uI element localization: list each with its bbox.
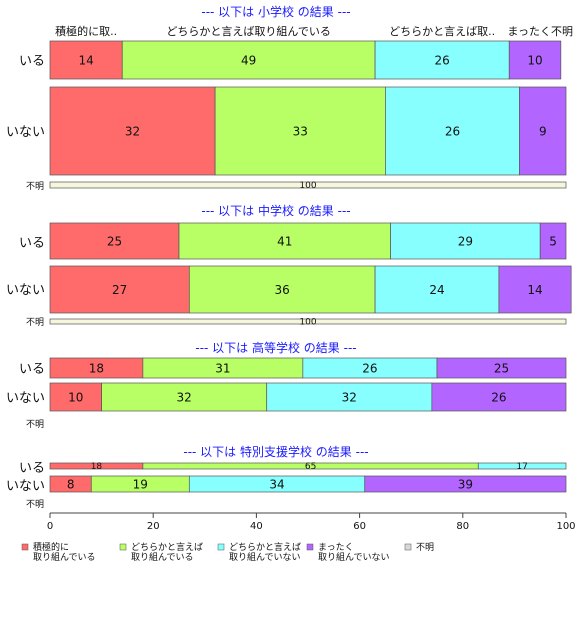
x-tick-label: 20 [147,521,160,532]
bar-segment [49,382,102,412]
bar-segment [49,181,567,189]
legend-swatch [119,543,127,551]
row-label: いる [19,461,45,476]
bar-segment [374,40,510,80]
data-label: 14 [527,283,542,297]
legend-swatch [404,543,412,551]
data-label: 31 [215,362,230,376]
data-label: 18 [89,362,104,376]
data-label: 49 [241,54,256,68]
bar-segment [436,357,567,379]
data-label: 5 [549,235,557,249]
column-header: まったく不明 [507,25,573,38]
bar-segment [374,265,500,314]
legend-label: 取り組んでいる [33,551,96,563]
data-label: 36 [275,283,290,297]
bar-segment [49,86,216,176]
x-tick-label: 0 [47,521,53,532]
bar-segment [188,265,376,314]
row-label: 不明 [26,499,44,510]
data-label: 10 [527,54,542,68]
bar-segment [266,382,433,412]
data-label: 26 [491,391,506,405]
data-label: 25 [107,235,122,249]
data-label: 41 [277,235,292,249]
bar-segment [214,86,386,176]
data-label: 32 [125,125,140,139]
row-label: いる [19,362,45,377]
data-label: 17 [516,462,527,472]
legend-label: 取り組んでいない [318,551,390,563]
bar-segment [385,86,520,176]
data-label: 18 [91,462,103,472]
bar-segment [431,382,567,412]
bar-segment [49,40,123,80]
legend-label: 取り組んでいる [131,551,194,563]
panel-title: --- 以下は 特別支援学校 の結果 --- [183,444,368,459]
legend-label: どちらかと言えば [131,541,203,553]
row-label: いない [6,391,45,406]
bar-segment [508,40,562,80]
data-label: 10 [68,391,83,405]
row-label: いる [19,236,45,251]
data-label: 100 [299,318,316,328]
bar-segment [519,86,567,176]
row-label: 不明 [26,181,44,192]
legend-swatch [217,543,225,551]
legend-label: まったく [318,542,354,553]
x-tick-label: 60 [353,521,366,532]
column-header: どちらかと言えば取り組んでいる [166,25,330,38]
data-label: 25 [494,362,509,376]
column-header: 積極的に取.. [55,24,117,38]
legend-label: 取り組んでいない [229,551,301,563]
data-label: 14 [78,54,93,68]
data-label: 9 [539,125,547,139]
bar-segment [49,318,567,325]
data-label: 24 [429,283,444,297]
data-label: 26 [362,362,377,376]
row-label: いない [6,125,45,140]
data-label: 33 [293,125,308,139]
legend-swatch [306,543,314,551]
bar-segment [390,222,541,260]
bar-segment [49,265,190,314]
bar-segment [498,265,572,314]
row-label: いる [19,54,45,69]
legend-label: どちらかと言えば [229,541,301,553]
x-tick-label: 40 [250,521,263,532]
panel-title: --- 以下は 中学校 の結果 --- [201,203,350,218]
data-label: 39 [458,478,473,492]
column-header: どちらかと言えば取.. [389,25,495,38]
bar-segment [364,475,567,493]
x-tick-label: 100 [556,521,575,532]
data-label: 100 [299,181,316,191]
legend-swatch [21,543,29,551]
data-label: 26 [445,125,460,139]
data-label: 34 [269,478,284,492]
panel-title: --- 以下は 高等学校 の結果 --- [195,340,356,355]
data-label: 65 [305,462,316,472]
row-label: 不明 [26,317,44,328]
data-label: 27 [112,283,127,297]
legend-label: 不明 [416,542,434,553]
data-label: 8 [67,478,75,492]
data-label: 32 [177,391,192,405]
row-label: いない [6,283,45,298]
data-label: 32 [342,391,357,405]
bar-segment [477,462,567,470]
row-label: いない [6,479,45,494]
panel-title: --- 以下は 小学校 の結果 --- [201,4,350,19]
row-label: 不明 [26,419,44,430]
data-label: 19 [133,478,148,492]
x-tick-label: 80 [456,521,469,532]
bar-segment [539,222,567,260]
data-label: 29 [458,235,473,249]
bar-segment [101,382,268,412]
bar-segment [49,222,180,260]
bar-segment [121,40,376,80]
bar-segment [178,222,391,260]
legend-label: 積極的に [33,541,69,553]
data-label: 26 [435,54,450,68]
